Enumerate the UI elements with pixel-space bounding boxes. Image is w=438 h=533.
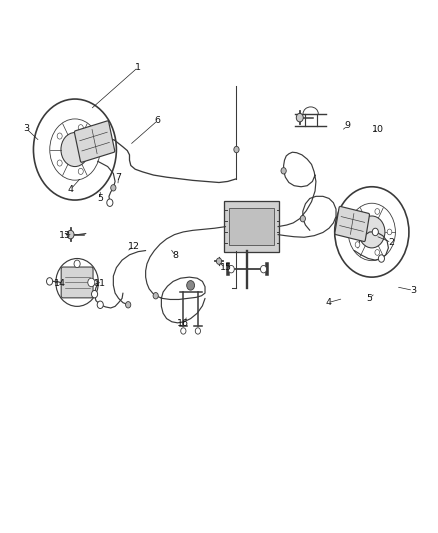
Circle shape: [300, 215, 305, 222]
Circle shape: [181, 328, 186, 334]
Circle shape: [74, 260, 80, 268]
FancyBboxPatch shape: [335, 206, 370, 241]
Text: 4: 4: [325, 298, 331, 307]
Text: 16: 16: [177, 319, 189, 328]
Text: 13: 13: [59, 231, 71, 240]
Circle shape: [281, 167, 286, 174]
Circle shape: [57, 160, 62, 166]
Circle shape: [378, 255, 385, 262]
Circle shape: [46, 278, 53, 285]
Text: 2: 2: [389, 238, 395, 247]
Text: 5: 5: [97, 194, 103, 203]
Text: 8: 8: [172, 252, 178, 260]
Circle shape: [111, 184, 116, 191]
Circle shape: [107, 199, 113, 206]
Circle shape: [88, 278, 95, 287]
Text: 11: 11: [94, 279, 106, 288]
Circle shape: [91, 147, 96, 152]
Circle shape: [92, 290, 98, 298]
Circle shape: [228, 265, 234, 273]
Circle shape: [67, 230, 74, 239]
Circle shape: [387, 229, 392, 235]
Circle shape: [261, 265, 267, 273]
Circle shape: [355, 242, 360, 247]
FancyBboxPatch shape: [61, 267, 93, 298]
Circle shape: [375, 249, 380, 255]
Text: 14: 14: [53, 279, 66, 288]
Text: 15: 15: [219, 263, 232, 272]
Circle shape: [375, 208, 380, 214]
Circle shape: [372, 228, 378, 236]
Circle shape: [355, 216, 360, 222]
Text: 1: 1: [135, 63, 141, 71]
Text: 7: 7: [116, 173, 122, 182]
Circle shape: [195, 328, 201, 334]
Circle shape: [57, 133, 62, 139]
Text: 3: 3: [410, 286, 417, 295]
Text: 4: 4: [67, 185, 74, 194]
FancyBboxPatch shape: [224, 201, 279, 252]
Circle shape: [126, 302, 131, 308]
Text: 5: 5: [366, 294, 372, 303]
Circle shape: [234, 147, 239, 153]
FancyBboxPatch shape: [74, 121, 115, 162]
Text: 6: 6: [155, 116, 161, 125]
Circle shape: [153, 293, 158, 299]
Circle shape: [61, 133, 89, 166]
Circle shape: [296, 114, 303, 122]
Circle shape: [78, 125, 83, 131]
Text: 9: 9: [345, 121, 351, 130]
Circle shape: [78, 168, 83, 174]
Text: 3: 3: [23, 124, 29, 133]
Text: 12: 12: [128, 242, 140, 251]
Circle shape: [187, 280, 194, 290]
Circle shape: [97, 301, 103, 309]
Circle shape: [359, 216, 385, 248]
FancyBboxPatch shape: [229, 208, 275, 245]
Circle shape: [216, 258, 222, 264]
Text: 10: 10: [372, 125, 385, 134]
